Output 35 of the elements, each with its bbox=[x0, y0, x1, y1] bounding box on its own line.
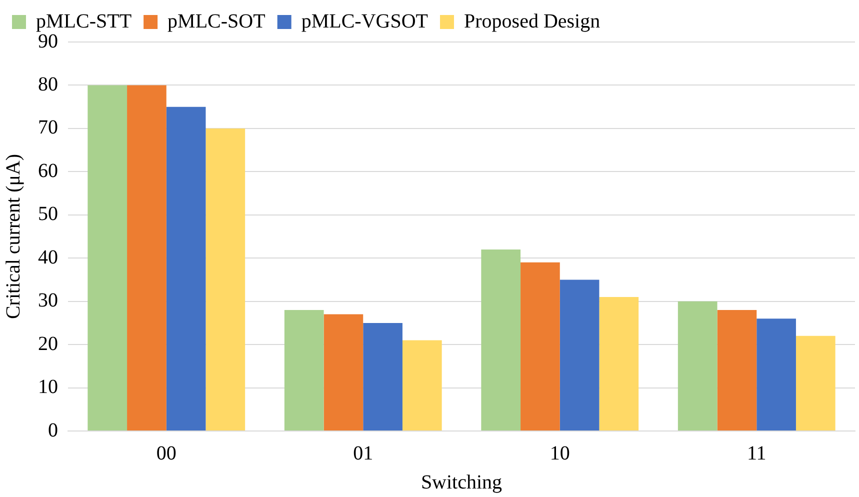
y-tick-label: 60 bbox=[38, 160, 58, 182]
bar bbox=[284, 310, 324, 430]
y-tick-label: 80 bbox=[38, 73, 58, 96]
y-tick-label: 30 bbox=[38, 290, 58, 312]
bar bbox=[717, 310, 757, 430]
y-tick-label: 0 bbox=[48, 419, 58, 442]
y-tick-label: 10 bbox=[38, 376, 58, 398]
bar bbox=[796, 336, 836, 430]
bar bbox=[756, 318, 796, 430]
bar bbox=[560, 280, 600, 430]
y-tick-label: 20 bbox=[38, 332, 58, 355]
bar bbox=[481, 249, 521, 430]
y-tick-label: 40 bbox=[38, 246, 58, 268]
y-tick-label: 70 bbox=[38, 116, 58, 139]
y-axis-title: Critical current (μA) bbox=[2, 154, 24, 320]
bar bbox=[166, 106, 206, 430]
x-tick-label: 01 bbox=[353, 442, 374, 464]
bar bbox=[520, 262, 560, 430]
x-tick-label: 10 bbox=[550, 442, 570, 464]
x-tick-label: 11 bbox=[746, 442, 766, 464]
bar bbox=[402, 340, 442, 430]
x-tick-label: 00 bbox=[156, 442, 176, 464]
bar bbox=[88, 85, 128, 430]
bar bbox=[599, 297, 639, 430]
bar bbox=[127, 85, 166, 430]
x-axis-title: Switching bbox=[420, 471, 502, 494]
legend-label: pMLC-VGSOT bbox=[301, 10, 428, 32]
bar bbox=[206, 128, 246, 430]
y-tick-label: 50 bbox=[38, 203, 58, 226]
bar bbox=[363, 322, 402, 430]
legend-label: pMLC-STT bbox=[36, 10, 132, 32]
bar bbox=[324, 314, 364, 430]
legend-label: pMLC-SOT bbox=[168, 10, 266, 32]
legend-label: Proposed Design bbox=[464, 10, 600, 32]
bar bbox=[678, 301, 718, 430]
